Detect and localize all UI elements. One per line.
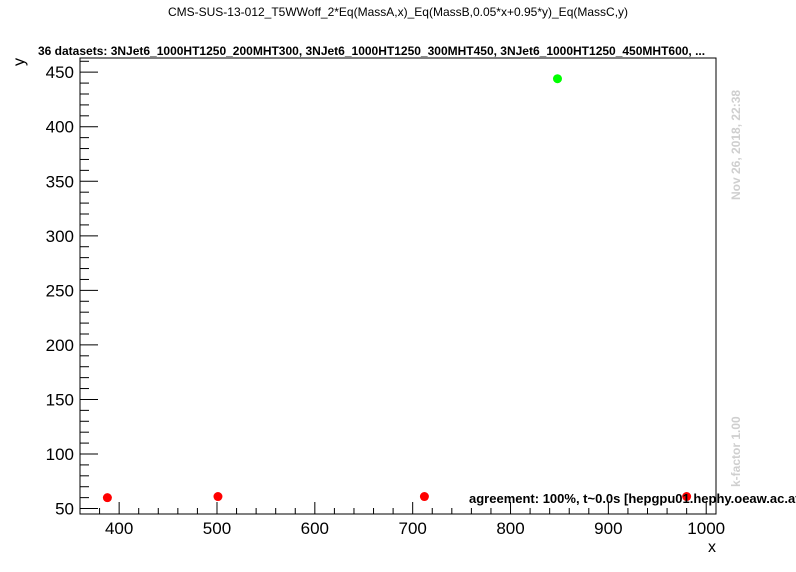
x-tick-label: 400 (105, 519, 133, 538)
y-tick-label: 200 (46, 336, 74, 355)
x-tick-label: 900 (594, 519, 622, 538)
chart-title: CMS-SUS-13-012_T5WWoff_2*Eq(MassA,x)_Eq(… (168, 5, 628, 19)
x-axis-tick-labels: 400 500 600 700 800 900 1000 (105, 519, 725, 538)
chart-subtitle: 36 datasets: 3NJet6_1000HT1250_200MHT300… (38, 44, 705, 58)
data-point (552, 74, 562, 84)
y-tick-label: 150 (46, 390, 74, 409)
y-tick-label: 50 (55, 500, 74, 519)
x-tick-label: 800 (496, 519, 524, 538)
x-tick-label: 600 (301, 519, 329, 538)
y-tick-label: 100 (46, 445, 74, 464)
plot-frame (79, 57, 717, 515)
y-tick-label: 400 (46, 118, 74, 137)
kfactor-label: k-factor 1.00 (729, 416, 743, 487)
y-axis-ticks (80, 60, 98, 510)
timestamp-label: Nov 26, 2018, 22:38 (729, 90, 743, 200)
y-axis-tick-labels: 50 100 150 200 250 300 350 400 450 (46, 63, 74, 518)
y-tick-label: 350 (46, 172, 74, 191)
y-tick-label: 450 (46, 63, 74, 82)
x-axis-label: x (708, 539, 716, 556)
data-points (102, 74, 692, 503)
data-point (102, 493, 112, 503)
data-point (682, 492, 692, 502)
agreement-label: agreement: 100%, t~0.0s [hepgpu01.hephy.… (469, 491, 796, 506)
data-point (213, 492, 223, 502)
data-point (419, 492, 429, 502)
y-tick-label: 300 (46, 227, 74, 246)
y-tick-label: 250 (46, 281, 74, 300)
y-axis-label: y (11, 58, 28, 66)
x-tick-label: 1000 (687, 519, 725, 538)
x-axis-ticks (79, 502, 707, 514)
x-tick-label: 500 (203, 519, 231, 538)
x-tick-label: 700 (398, 519, 426, 538)
